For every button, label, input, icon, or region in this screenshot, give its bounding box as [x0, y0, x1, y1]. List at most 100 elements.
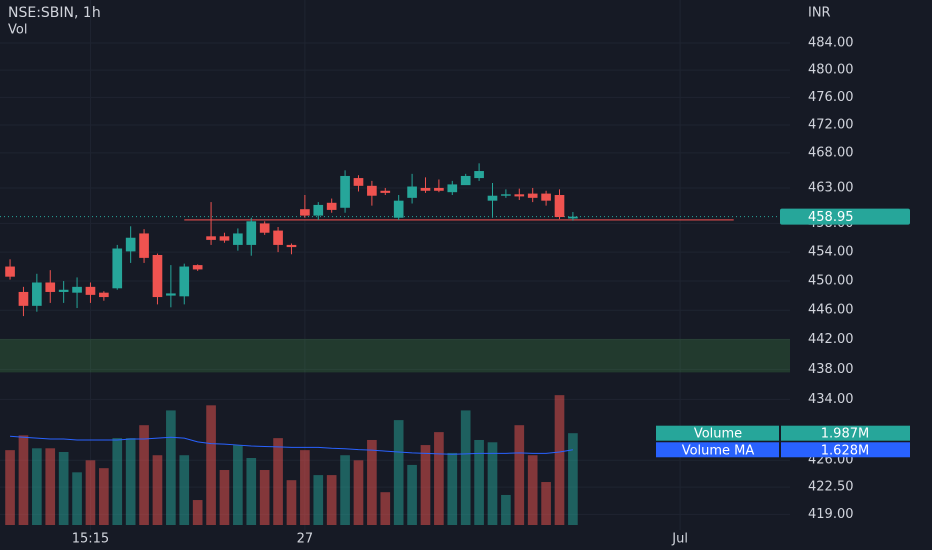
volume-bar [219, 470, 230, 525]
candle-body [58, 289, 69, 292]
y-tick-label: 450.00 [808, 274, 854, 289]
y-tick-label: 442.00 [808, 332, 854, 347]
candle-body [18, 291, 29, 306]
volume-bar [5, 450, 15, 525]
candle-body [273, 230, 283, 245]
volume-bar [206, 405, 216, 525]
volume-bar [152, 455, 163, 525]
volume-bar [474, 439, 484, 525]
volume-bar [233, 445, 243, 525]
candle-body [313, 204, 324, 216]
volume-ma-line [10, 435, 573, 455]
volume-bar [273, 438, 283, 525]
y-tick-label: 434.00 [808, 392, 854, 407]
candle-body [460, 175, 471, 186]
volume-bar [514, 425, 525, 525]
y-tick-label: 454.00 [808, 245, 854, 260]
volume-bar [286, 480, 297, 525]
candle-body [286, 244, 297, 248]
candle-body [554, 195, 565, 218]
volume-bar [407, 464, 417, 525]
volume-bar [393, 420, 404, 525]
y-tick-label: 472.00 [808, 118, 854, 133]
candle-body [85, 286, 96, 295]
y-tick-label: 422.50 [808, 480, 854, 495]
candle-body [353, 178, 364, 186]
volume-bar [420, 445, 431, 525]
candle-body [139, 233, 149, 258]
volume-bar [246, 458, 257, 525]
volume-bar [380, 492, 391, 525]
volume-bar [340, 455, 350, 525]
candle-body [99, 292, 109, 298]
candle-body [72, 286, 82, 293]
candle-body [447, 184, 458, 193]
y-tick-label: 476.00 [808, 90, 854, 105]
volume-bar [18, 435, 29, 525]
price-tag [780, 208, 910, 225]
volume-bar [353, 460, 364, 525]
candle-body [246, 221, 257, 245]
y-tick-label: 419.00 [808, 507, 854, 522]
candle-body [45, 282, 56, 292]
y-tick-label: 438.00 [808, 362, 854, 377]
volume-bar [85, 460, 96, 525]
zone [0, 338, 790, 373]
currency-label: INR [808, 6, 831, 21]
candle-body [434, 187, 444, 191]
chart-title: NSE:SBIN, 1h [8, 5, 101, 21]
volume-bar [447, 452, 458, 525]
volume-bar [125, 438, 136, 525]
candle-body [393, 200, 404, 218]
candle-body [487, 195, 498, 201]
value-tag [781, 442, 910, 458]
candle-body [112, 248, 123, 289]
y-tick-label: 480.00 [808, 63, 854, 78]
x-tick-label: 15:15 [72, 532, 109, 547]
candle-body [300, 209, 310, 216]
volume-bar [58, 451, 69, 525]
candle-body [206, 236, 216, 240]
volume-bar [434, 432, 444, 525]
candle-body [474, 171, 484, 179]
y-tick-label: 446.00 [808, 303, 854, 318]
volume-bar [326, 475, 337, 525]
volume-bar [166, 410, 176, 525]
volume-bar [259, 470, 270, 525]
candle-body [219, 236, 230, 241]
candle-body [568, 216, 578, 219]
volume-bar [179, 455, 190, 525]
candle-body [32, 282, 42, 306]
value-tag-label: 1.628M [821, 443, 869, 458]
y-tick-label: 468.00 [808, 145, 854, 160]
x-tick-label: Jul [671, 532, 688, 547]
candle-body [166, 293, 176, 296]
volume-bar [460, 410, 471, 525]
y-tick-label: 463.00 [808, 180, 854, 195]
legend-tag [656, 442, 779, 458]
volume-bar [32, 448, 42, 525]
candle-body [5, 266, 15, 277]
volume-bar [527, 455, 538, 525]
legend-tag [656, 425, 779, 441]
volume-bar [541, 482, 551, 525]
legend-label: Volume [694, 427, 742, 442]
volume-bar [300, 450, 310, 525]
candle-body [125, 237, 136, 252]
candle-body [233, 233, 243, 245]
volume-bar [554, 395, 565, 525]
volume-bar [192, 500, 203, 525]
volume-bar [112, 438, 123, 525]
volume-bar [313, 475, 324, 525]
candle-body [152, 254, 163, 298]
y-tick-label: 484.00 [808, 35, 854, 50]
x-tick-label: 27 [297, 532, 314, 547]
candle-body [259, 223, 270, 233]
candle-body [527, 193, 538, 198]
candle-body [420, 187, 431, 191]
candle-body [541, 193, 551, 201]
volume-bar [99, 468, 109, 525]
volume-bar [72, 472, 82, 525]
candle-body [407, 186, 417, 198]
